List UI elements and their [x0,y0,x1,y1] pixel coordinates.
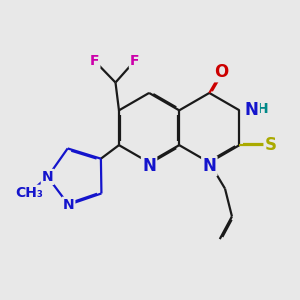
Text: H: H [256,102,268,116]
Text: N: N [42,170,53,184]
Text: F: F [90,54,99,68]
Text: N: N [142,157,156,175]
Text: S: S [265,136,277,154]
Text: CH₃: CH₃ [15,186,43,200]
Text: N: N [202,157,216,175]
Text: N: N [63,198,74,212]
Text: O: O [214,63,229,81]
Text: F: F [130,54,140,68]
Text: N: N [245,101,259,119]
